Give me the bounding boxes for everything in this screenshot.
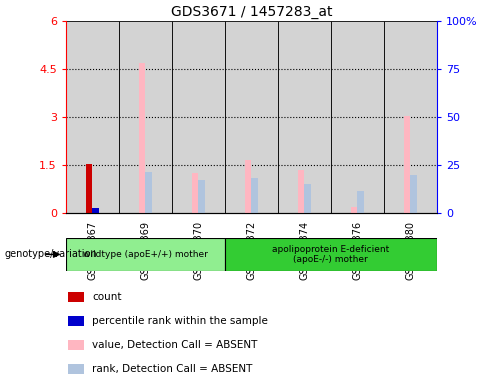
Bar (67, 340, 84, 350)
Bar (384, 21, 437, 213)
Bar (192, 173, 198, 213)
Bar (86, 164, 92, 213)
Bar (245, 161, 251, 213)
Bar (67, 292, 84, 303)
Bar (298, 170, 305, 213)
Bar (67, 364, 84, 374)
Text: rank, Detection Call = ABSENT: rank, Detection Call = ABSENT (93, 364, 253, 374)
Bar (357, 191, 364, 213)
Text: count: count (93, 292, 122, 302)
Bar (278, 21, 331, 213)
Bar (225, 238, 437, 271)
Text: percentile rank within the sample: percentile rank within the sample (93, 316, 268, 326)
Text: value, Detection Call = ABSENT: value, Detection Call = ABSENT (93, 340, 258, 350)
Bar (410, 175, 417, 213)
Bar (331, 21, 384, 213)
Bar (172, 21, 225, 213)
Bar (66, 21, 119, 213)
Bar (139, 63, 145, 213)
Text: apolipoprotein E-deficient
(apoE-/-) mother: apolipoprotein E-deficient (apoE-/-) mot… (272, 245, 389, 264)
Text: genotype/variation: genotype/variation (5, 249, 98, 259)
Bar (404, 116, 410, 213)
Bar (351, 207, 357, 213)
Text: wildtype (apoE+/+) mother: wildtype (apoE+/+) mother (83, 250, 208, 259)
Bar (66, 238, 225, 271)
Bar (145, 172, 152, 213)
Bar (67, 316, 84, 326)
Bar (305, 184, 311, 213)
Bar (251, 178, 258, 213)
Bar (198, 180, 204, 213)
Bar (225, 21, 278, 213)
Bar (119, 21, 172, 213)
Title: GDS3671 / 1457283_at: GDS3671 / 1457283_at (171, 5, 332, 19)
Bar (92, 208, 99, 213)
